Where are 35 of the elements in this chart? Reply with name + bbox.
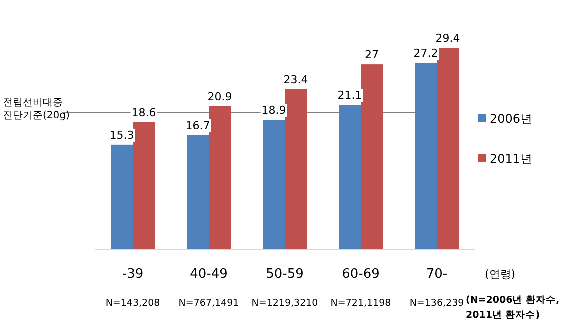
bar [133, 122, 155, 250]
bar [437, 48, 459, 250]
legend-label: 2011년 [490, 152, 533, 166]
text: N=721,1198 [330, 298, 392, 309]
x-tick-label: 50-59 [266, 267, 304, 282]
data-label: 18.6 [132, 106, 156, 120]
text: N=1219,3210 [252, 298, 318, 309]
text: N=143,208 [106, 298, 160, 309]
data-label: 23.4 [284, 73, 308, 86]
ref-line-label: 전립선비대증 진단기준(20g) [3, 98, 70, 122]
x-tick-label: 70- [426, 267, 448, 282]
bar [361, 64, 383, 250]
bar [339, 105, 361, 250]
data-label: 15.3 [110, 128, 134, 142]
text: (N=2006년 환자수, 2011년 환자수) [466, 295, 560, 321]
data-label: 16.7 [186, 119, 210, 132]
bar [111, 144, 133, 250]
legend-label: 2006년 [490, 112, 533, 126]
text: N=136,239 [410, 298, 464, 309]
data-label: 21.1 [338, 89, 362, 102]
x-tick-label: -39 [122, 267, 144, 282]
bar [263, 120, 285, 250]
data-label: 29.4 [436, 32, 460, 46]
x-tick-label: 40-49 [190, 267, 228, 282]
bar [415, 63, 437, 250]
data-label: 18.9 [262, 104, 286, 118]
bar [285, 89, 307, 250]
data-label: 20.9 [208, 90, 232, 104]
data-label: 27.2 [414, 47, 438, 60]
bar [187, 135, 209, 250]
bar [209, 106, 231, 250]
x-tick-label: 60-69 [342, 267, 380, 282]
x-axis-title: (연령) [485, 268, 516, 281]
data-label: 27 [365, 48, 379, 62]
text: N=767,1491 [178, 298, 240, 309]
